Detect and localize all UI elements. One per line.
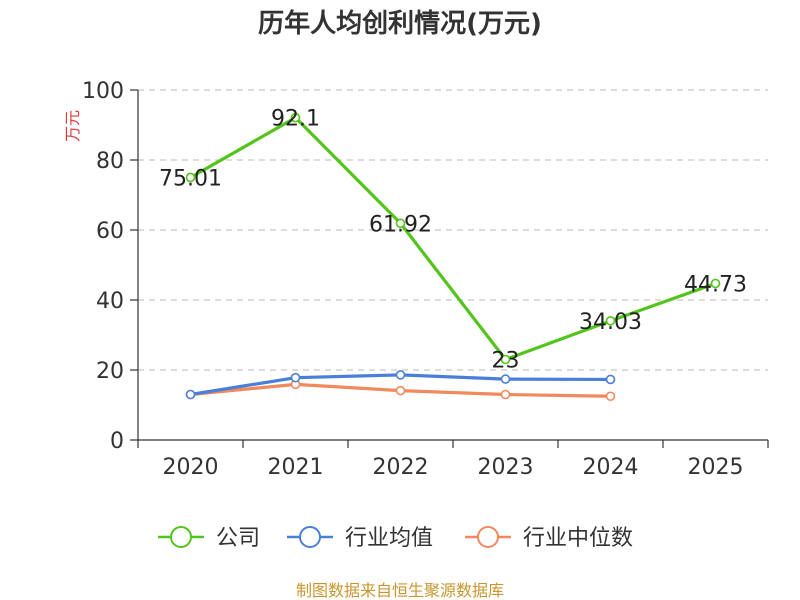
- data-label: 23: [492, 349, 520, 374]
- data-point[interactable]: [605, 316, 616, 326]
- x-tick-label: 2025: [688, 455, 744, 480]
- legend-label: 行业中位数: [523, 526, 633, 551]
- data-point[interactable]: [395, 218, 406, 229]
- x-tick-label: 2024: [583, 455, 639, 480]
- series-layer: [185, 112, 721, 402]
- grid-layer: [138, 89, 768, 371]
- axis-layer: 0 20 40 60 80 100 2020 2021 2022 2023 2024 2025: [82, 79, 769, 480]
- source-note: 制图数据来自恒生聚源数据库: [296, 581, 504, 600]
- legend-marker: [170, 526, 192, 548]
- legend-item-1[interactable]: 行业均值: [287, 526, 433, 551]
- x-tick-label: 2020: [163, 455, 219, 480]
- y-tick-label: 20: [96, 359, 124, 384]
- y-tick-label: 80: [96, 149, 124, 174]
- legend: 公司 行业均值 行业中位数: [158, 526, 633, 551]
- y-tick-label: 40: [96, 289, 124, 314]
- data-point[interactable]: [290, 112, 301, 123]
- data-label: 75.01: [159, 166, 222, 191]
- data-point[interactable]: [500, 374, 511, 384]
- chart-title: 历年人均创利情况(万元): [258, 8, 542, 39]
- legend-item-2[interactable]: 行业中位数: [465, 526, 633, 551]
- legend-label: 行业均值: [345, 526, 433, 551]
- data-point[interactable]: [500, 389, 511, 400]
- data-point[interactable]: [710, 278, 721, 289]
- legend-item-0[interactable]: 公司: [158, 526, 260, 551]
- series-line: [189, 116, 717, 362]
- data-label-layer: 75.01 92.1 61.92 23 34.03 44.73: [159, 107, 747, 374]
- data-point[interactable]: [185, 389, 196, 400]
- data-point[interactable]: [185, 172, 196, 183]
- y-tick-label: 0: [110, 429, 124, 454]
- data-point[interactable]: [500, 354, 511, 365]
- data-label: 92.1: [271, 107, 320, 132]
- data-label: 34.03: [579, 310, 642, 335]
- data-label: 61.92: [369, 212, 432, 237]
- legend-marker: [477, 526, 499, 548]
- data-point[interactable]: [290, 372, 301, 383]
- data-label: 44.73: [684, 272, 747, 297]
- data-point[interactable]: [605, 391, 616, 402]
- x-tick-label: 2022: [373, 455, 429, 480]
- legend-marker: [299, 526, 321, 548]
- y-tick-label: 60: [96, 219, 124, 244]
- y-axis-label: 万元: [63, 110, 82, 142]
- y-tick-label: 100: [82, 79, 124, 104]
- series-2: [185, 379, 616, 402]
- series-0: [185, 112, 721, 365]
- data-point[interactable]: [395, 385, 406, 396]
- x-tick-label: 2023: [478, 455, 534, 480]
- series-1: [185, 370, 616, 400]
- data-point[interactable]: [395, 370, 406, 380]
- x-tick-label: 2021: [268, 455, 324, 480]
- data-point[interactable]: [605, 374, 616, 385]
- legend-label: 公司: [216, 526, 260, 551]
